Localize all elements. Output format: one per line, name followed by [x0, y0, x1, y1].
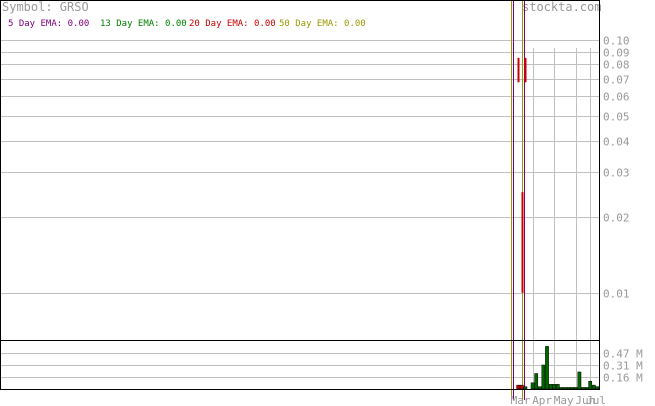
volume-bar	[530, 382, 535, 390]
volume-bar	[566, 387, 571, 390]
month-tick-label: May	[554, 394, 574, 406]
volume-bars	[516, 346, 600, 390]
volume-bar	[559, 387, 564, 390]
volume-bar	[537, 386, 542, 390]
month-tick-label: Apr	[532, 394, 552, 406]
volume-bar	[548, 384, 553, 390]
price-tick-label: 0.03	[603, 167, 630, 180]
price-candles	[517, 57, 527, 293]
ema-50-label: 50 Day EMA: 0.00	[279, 19, 366, 29]
volume-bar	[573, 387, 578, 390]
ema-13-label: 13 Day EMA: 0.00	[100, 19, 187, 29]
volume-axis-labels: 0.47 M0.31 M0.16 M	[603, 348, 643, 385]
ema-20-label: 20 Day EMA: 0.00	[189, 19, 276, 29]
volume-bar	[588, 381, 593, 390]
volume-bar	[552, 384, 557, 390]
price-axis-labels: 0.100.090.08 0.07 0.06 0.05 0.04 0.03 0.02 0.01	[603, 35, 630, 301]
volume-tick-label: 0.47 M	[603, 348, 643, 361]
volume-tick-label: 0.16 M	[603, 372, 643, 385]
price-tick-label: 0.02	[603, 212, 630, 225]
price-tick-label: 0.10	[603, 35, 630, 48]
volume-bar	[555, 384, 560, 390]
month-gridlines	[533, 48, 591, 389]
volume-bar	[591, 384, 596, 390]
price-gridlines	[0, 40, 600, 378]
chart-frame	[0, 0, 600, 390]
volume-bar	[523, 386, 528, 390]
volume-tick-label: 0.31 M	[603, 360, 643, 373]
volume-bar	[584, 387, 589, 390]
price-tick-label: 0.01	[603, 288, 630, 301]
month-tick-label: Jul	[586, 394, 606, 406]
volume-bar	[570, 387, 575, 390]
price-tick-label: 0.09	[603, 47, 630, 60]
volume-bar	[581, 387, 585, 390]
volume-bar	[595, 386, 600, 390]
volume-bar	[577, 371, 582, 390]
volume-bar	[519, 384, 524, 390]
price-tick-label: 0.06	[603, 91, 630, 104]
price-tick-label: 0.08	[603, 59, 630, 72]
volume-bar	[541, 364, 546, 390]
volume-bar	[545, 346, 549, 390]
ema-5-label: 5 Day EMA: 0.00	[8, 19, 90, 29]
volume-bar	[563, 387, 567, 390]
month-tick-label: Mar	[511, 394, 531, 406]
price-tick-label: 0.07	[603, 74, 630, 87]
volume-bar	[534, 373, 539, 390]
brand-watermark: stockta.com	[522, 0, 602, 14]
volume-bar	[516, 384, 521, 390]
price-tick-label: 0.04	[603, 136, 630, 149]
chart-symbol-title: Symbol: GRSO	[2, 0, 89, 14]
month-tick-label: Jun	[575, 394, 595, 406]
price-tick-label: 0.05	[603, 111, 630, 124]
